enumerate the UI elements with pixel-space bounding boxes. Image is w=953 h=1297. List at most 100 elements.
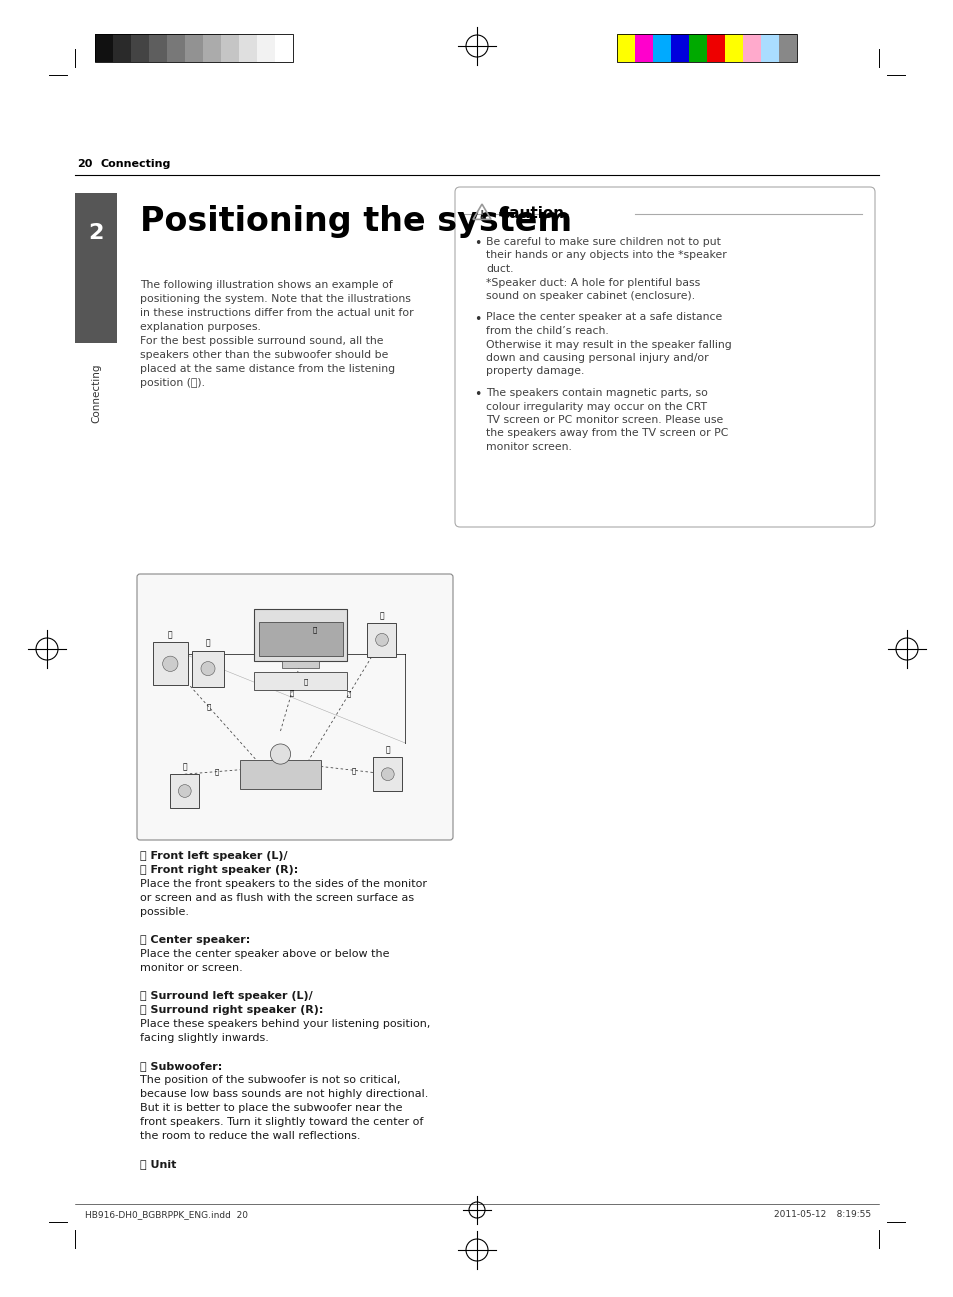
Text: HB916-DH0_BGBRPPK_ENG.indd  20: HB916-DH0_BGBRPPK_ENG.indd 20 bbox=[85, 1210, 248, 1219]
Text: their hands or any objects into the *speaker: their hands or any objects into the *spe… bbox=[485, 250, 726, 261]
FancyBboxPatch shape bbox=[455, 187, 874, 527]
Text: Ⓒ Center speaker:: Ⓒ Center speaker: bbox=[140, 935, 250, 946]
Bar bbox=[688, 34, 706, 62]
Bar bbox=[221, 34, 239, 62]
Text: Ⓓ Surround left speaker (L)/: Ⓓ Surround left speaker (L)/ bbox=[140, 991, 313, 1001]
Text: the room to reduce the wall reflections.: the room to reduce the wall reflections. bbox=[140, 1131, 360, 1141]
Text: The position of the subwoofer is not so critical,: The position of the subwoofer is not so … bbox=[140, 1075, 400, 1086]
Circle shape bbox=[162, 656, 178, 672]
Text: Ⓐ: Ⓐ bbox=[347, 690, 351, 696]
Text: because low bass sounds are not highly directional.: because low bass sounds are not highly d… bbox=[140, 1089, 428, 1099]
Bar bbox=[760, 34, 779, 62]
Text: •: • bbox=[474, 237, 481, 250]
Text: 2: 2 bbox=[89, 223, 104, 243]
Circle shape bbox=[270, 744, 291, 764]
Bar bbox=[259, 621, 342, 656]
Text: Ⓐ: Ⓐ bbox=[214, 768, 219, 774]
Text: or screen and as flush with the screen surface as: or screen and as flush with the screen s… bbox=[140, 894, 414, 903]
Bar bbox=[75, 193, 117, 342]
Bar bbox=[167, 34, 185, 62]
Bar bbox=[192, 651, 224, 686]
Text: TV screen or PC monitor screen. Please use: TV screen or PC monitor screen. Please u… bbox=[485, 415, 722, 425]
Bar bbox=[274, 34, 293, 62]
Text: down and causing personal injury and/or: down and causing personal injury and/or bbox=[485, 353, 708, 363]
Bar bbox=[670, 34, 688, 62]
Text: Place the front speakers to the sides of the monitor: Place the front speakers to the sides of… bbox=[140, 879, 427, 888]
Text: from the child’s reach.: from the child’s reach. bbox=[485, 326, 608, 336]
Text: Ⓔ: Ⓔ bbox=[385, 746, 390, 755]
Text: 20: 20 bbox=[77, 160, 92, 169]
Text: Ⓕ: Ⓕ bbox=[206, 638, 210, 647]
Text: But it is better to place the subwoofer near the: But it is better to place the subwoofer … bbox=[140, 1102, 402, 1113]
Circle shape bbox=[178, 785, 191, 798]
Text: Ⓒ: Ⓒ bbox=[313, 626, 316, 633]
Bar bbox=[652, 34, 670, 62]
Text: Ⓕ Subwoofer:: Ⓕ Subwoofer: bbox=[140, 1061, 222, 1071]
Text: Place the center speaker at a safe distance: Place the center speaker at a safe dista… bbox=[485, 313, 721, 323]
Text: •: • bbox=[474, 313, 481, 326]
Text: Ⓖ: Ⓖ bbox=[303, 678, 307, 685]
Text: Ⓐ: Ⓐ bbox=[207, 704, 211, 711]
Text: !: ! bbox=[479, 210, 484, 220]
Bar bbox=[185, 34, 203, 62]
Circle shape bbox=[375, 633, 388, 646]
Bar bbox=[112, 34, 131, 62]
Text: front speakers. Turn it slightly toward the center of: front speakers. Turn it slightly toward … bbox=[140, 1117, 423, 1127]
Bar bbox=[724, 34, 742, 62]
Text: colour irregularity may occur on the CRT: colour irregularity may occur on the CRT bbox=[485, 402, 706, 411]
Text: sound on speaker cabinet (enclosure).: sound on speaker cabinet (enclosure). bbox=[485, 291, 695, 301]
Text: the speakers away from the TV screen or PC: the speakers away from the TV screen or … bbox=[485, 428, 727, 438]
Bar bbox=[239, 34, 256, 62]
Text: The following illustration shows an example of
positioning the system. Note that: The following illustration shows an exam… bbox=[140, 280, 414, 388]
Text: duct.: duct. bbox=[485, 265, 513, 274]
Text: monitor or screen.: monitor or screen. bbox=[140, 962, 242, 973]
Bar bbox=[779, 34, 796, 62]
Text: Place these speakers behind your listening position,: Place these speakers behind your listeni… bbox=[140, 1019, 430, 1029]
Text: Otherwise it may result in the speaker falling: Otherwise it may result in the speaker f… bbox=[485, 340, 731, 349]
Text: Ⓐ: Ⓐ bbox=[290, 690, 294, 696]
Bar bbox=[131, 34, 149, 62]
Text: •: • bbox=[474, 388, 481, 401]
Bar bbox=[367, 623, 396, 656]
Text: Caution: Caution bbox=[497, 205, 563, 220]
Bar bbox=[706, 34, 724, 62]
Bar bbox=[617, 34, 796, 62]
Bar bbox=[171, 774, 199, 808]
Text: Ⓐ Front left speaker (L)/: Ⓐ Front left speaker (L)/ bbox=[140, 851, 287, 861]
Bar bbox=[282, 661, 319, 668]
Bar bbox=[254, 608, 347, 661]
Bar bbox=[617, 34, 635, 62]
Bar bbox=[742, 34, 760, 62]
Text: Ⓑ: Ⓑ bbox=[379, 611, 384, 620]
Text: Ⓓ: Ⓓ bbox=[182, 763, 187, 772]
Circle shape bbox=[201, 661, 214, 676]
Bar bbox=[254, 672, 347, 690]
Text: The speakers contain magnetic parts, so: The speakers contain magnetic parts, so bbox=[485, 388, 707, 398]
Bar bbox=[203, 34, 221, 62]
Bar bbox=[256, 34, 274, 62]
Text: Connecting: Connecting bbox=[101, 160, 172, 169]
Bar bbox=[373, 757, 402, 791]
Text: Be careful to make sure children not to put: Be careful to make sure children not to … bbox=[485, 237, 720, 246]
Text: Ⓔ Surround right speaker (R):: Ⓔ Surround right speaker (R): bbox=[140, 1005, 323, 1016]
Bar bbox=[239, 760, 321, 789]
Text: monitor screen.: monitor screen. bbox=[485, 442, 571, 451]
Text: Place the center speaker above or below the: Place the center speaker above or below … bbox=[140, 949, 389, 958]
Text: Ⓖ Unit: Ⓖ Unit bbox=[140, 1160, 176, 1169]
Text: 2011-05-12    8:19:55: 2011-05-12 8:19:55 bbox=[773, 1210, 870, 1219]
FancyBboxPatch shape bbox=[137, 575, 453, 840]
Text: Connecting: Connecting bbox=[91, 363, 101, 423]
Text: Ⓐ: Ⓐ bbox=[168, 630, 172, 639]
Text: Ⓐ: Ⓐ bbox=[352, 767, 355, 773]
Text: property damage.: property damage. bbox=[485, 367, 584, 376]
Bar bbox=[95, 34, 293, 62]
Text: Positioning the system: Positioning the system bbox=[140, 205, 572, 239]
Bar bbox=[635, 34, 652, 62]
Text: possible.: possible. bbox=[140, 907, 189, 917]
Text: *Speaker duct: A hole for plentiful bass: *Speaker duct: A hole for plentiful bass bbox=[485, 278, 700, 288]
Text: facing slightly inwards.: facing slightly inwards. bbox=[140, 1032, 269, 1043]
Bar bbox=[152, 642, 188, 685]
Circle shape bbox=[381, 768, 394, 781]
Text: Ⓑ Front right speaker (R):: Ⓑ Front right speaker (R): bbox=[140, 865, 298, 875]
Bar bbox=[149, 34, 167, 62]
